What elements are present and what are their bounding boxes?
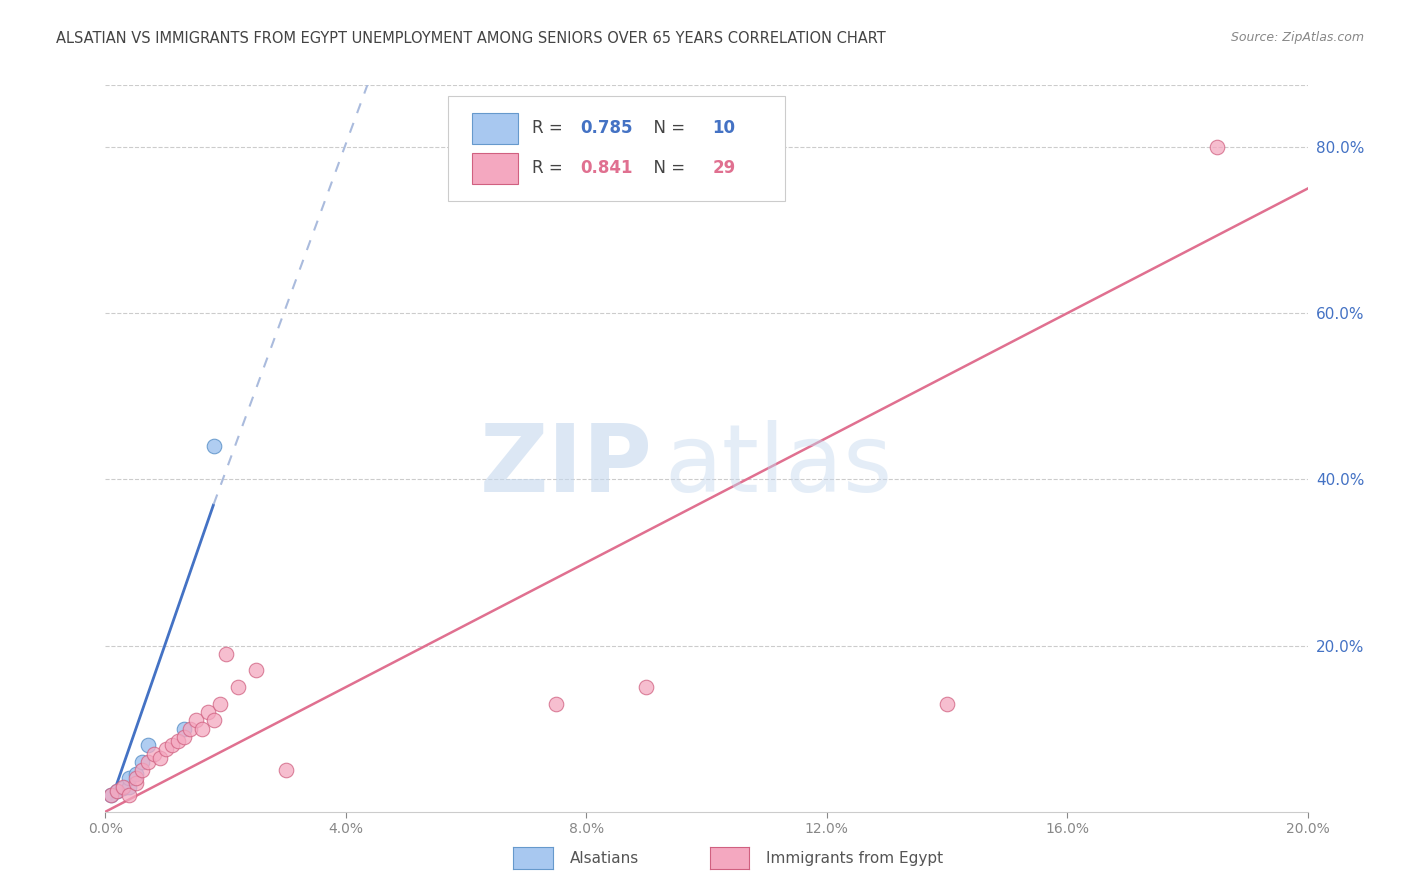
Point xyxy=(190,722,212,736)
Point xyxy=(112,781,135,796)
Point xyxy=(118,788,141,802)
Text: R =: R = xyxy=(533,160,568,178)
Point xyxy=(160,738,183,752)
Point xyxy=(155,742,177,756)
FancyBboxPatch shape xyxy=(449,95,785,201)
Point xyxy=(179,722,201,736)
Text: 0.841: 0.841 xyxy=(581,160,633,178)
Point xyxy=(202,439,225,453)
Point xyxy=(107,784,129,798)
FancyBboxPatch shape xyxy=(472,113,517,144)
Point xyxy=(197,705,219,719)
Point xyxy=(124,775,146,789)
Point xyxy=(100,788,122,802)
Text: 29: 29 xyxy=(713,160,735,178)
Point xyxy=(112,780,135,794)
Text: R =: R = xyxy=(533,120,568,137)
Point xyxy=(136,755,159,769)
Point xyxy=(124,767,146,781)
Point xyxy=(148,750,170,764)
Point xyxy=(226,680,249,694)
Point xyxy=(118,772,141,786)
Point xyxy=(173,730,195,744)
Point xyxy=(636,680,658,694)
Point xyxy=(107,784,129,798)
Point xyxy=(546,697,568,711)
Point xyxy=(184,714,207,728)
Point xyxy=(166,734,188,748)
Text: ZIP: ZIP xyxy=(479,420,652,512)
Text: Alsatians: Alsatians xyxy=(569,851,638,865)
Point xyxy=(1206,140,1229,154)
Text: N =: N = xyxy=(643,160,690,178)
Point xyxy=(136,738,159,752)
Point xyxy=(202,714,225,728)
Text: N =: N = xyxy=(643,120,690,137)
Point xyxy=(245,664,267,678)
Text: ALSATIAN VS IMMIGRANTS FROM EGYPT UNEMPLOYMENT AMONG SENIORS OVER 65 YEARS CORRE: ALSATIAN VS IMMIGRANTS FROM EGYPT UNEMPL… xyxy=(56,31,886,46)
Point xyxy=(208,697,231,711)
Text: Source: ZipAtlas.com: Source: ZipAtlas.com xyxy=(1230,31,1364,45)
Text: 0.785: 0.785 xyxy=(581,120,633,137)
Point xyxy=(118,780,141,794)
Point xyxy=(124,772,146,786)
Text: atlas: atlas xyxy=(665,420,893,512)
Text: 10: 10 xyxy=(713,120,735,137)
FancyBboxPatch shape xyxy=(472,153,517,184)
Point xyxy=(131,755,153,769)
Text: Immigrants from Egypt: Immigrants from Egypt xyxy=(766,851,943,865)
Point xyxy=(131,763,153,777)
Point xyxy=(173,722,195,736)
Point xyxy=(936,697,959,711)
Point xyxy=(142,747,165,761)
Point xyxy=(665,140,688,154)
Point xyxy=(100,788,122,802)
Point xyxy=(274,763,297,777)
Point xyxy=(214,647,236,661)
